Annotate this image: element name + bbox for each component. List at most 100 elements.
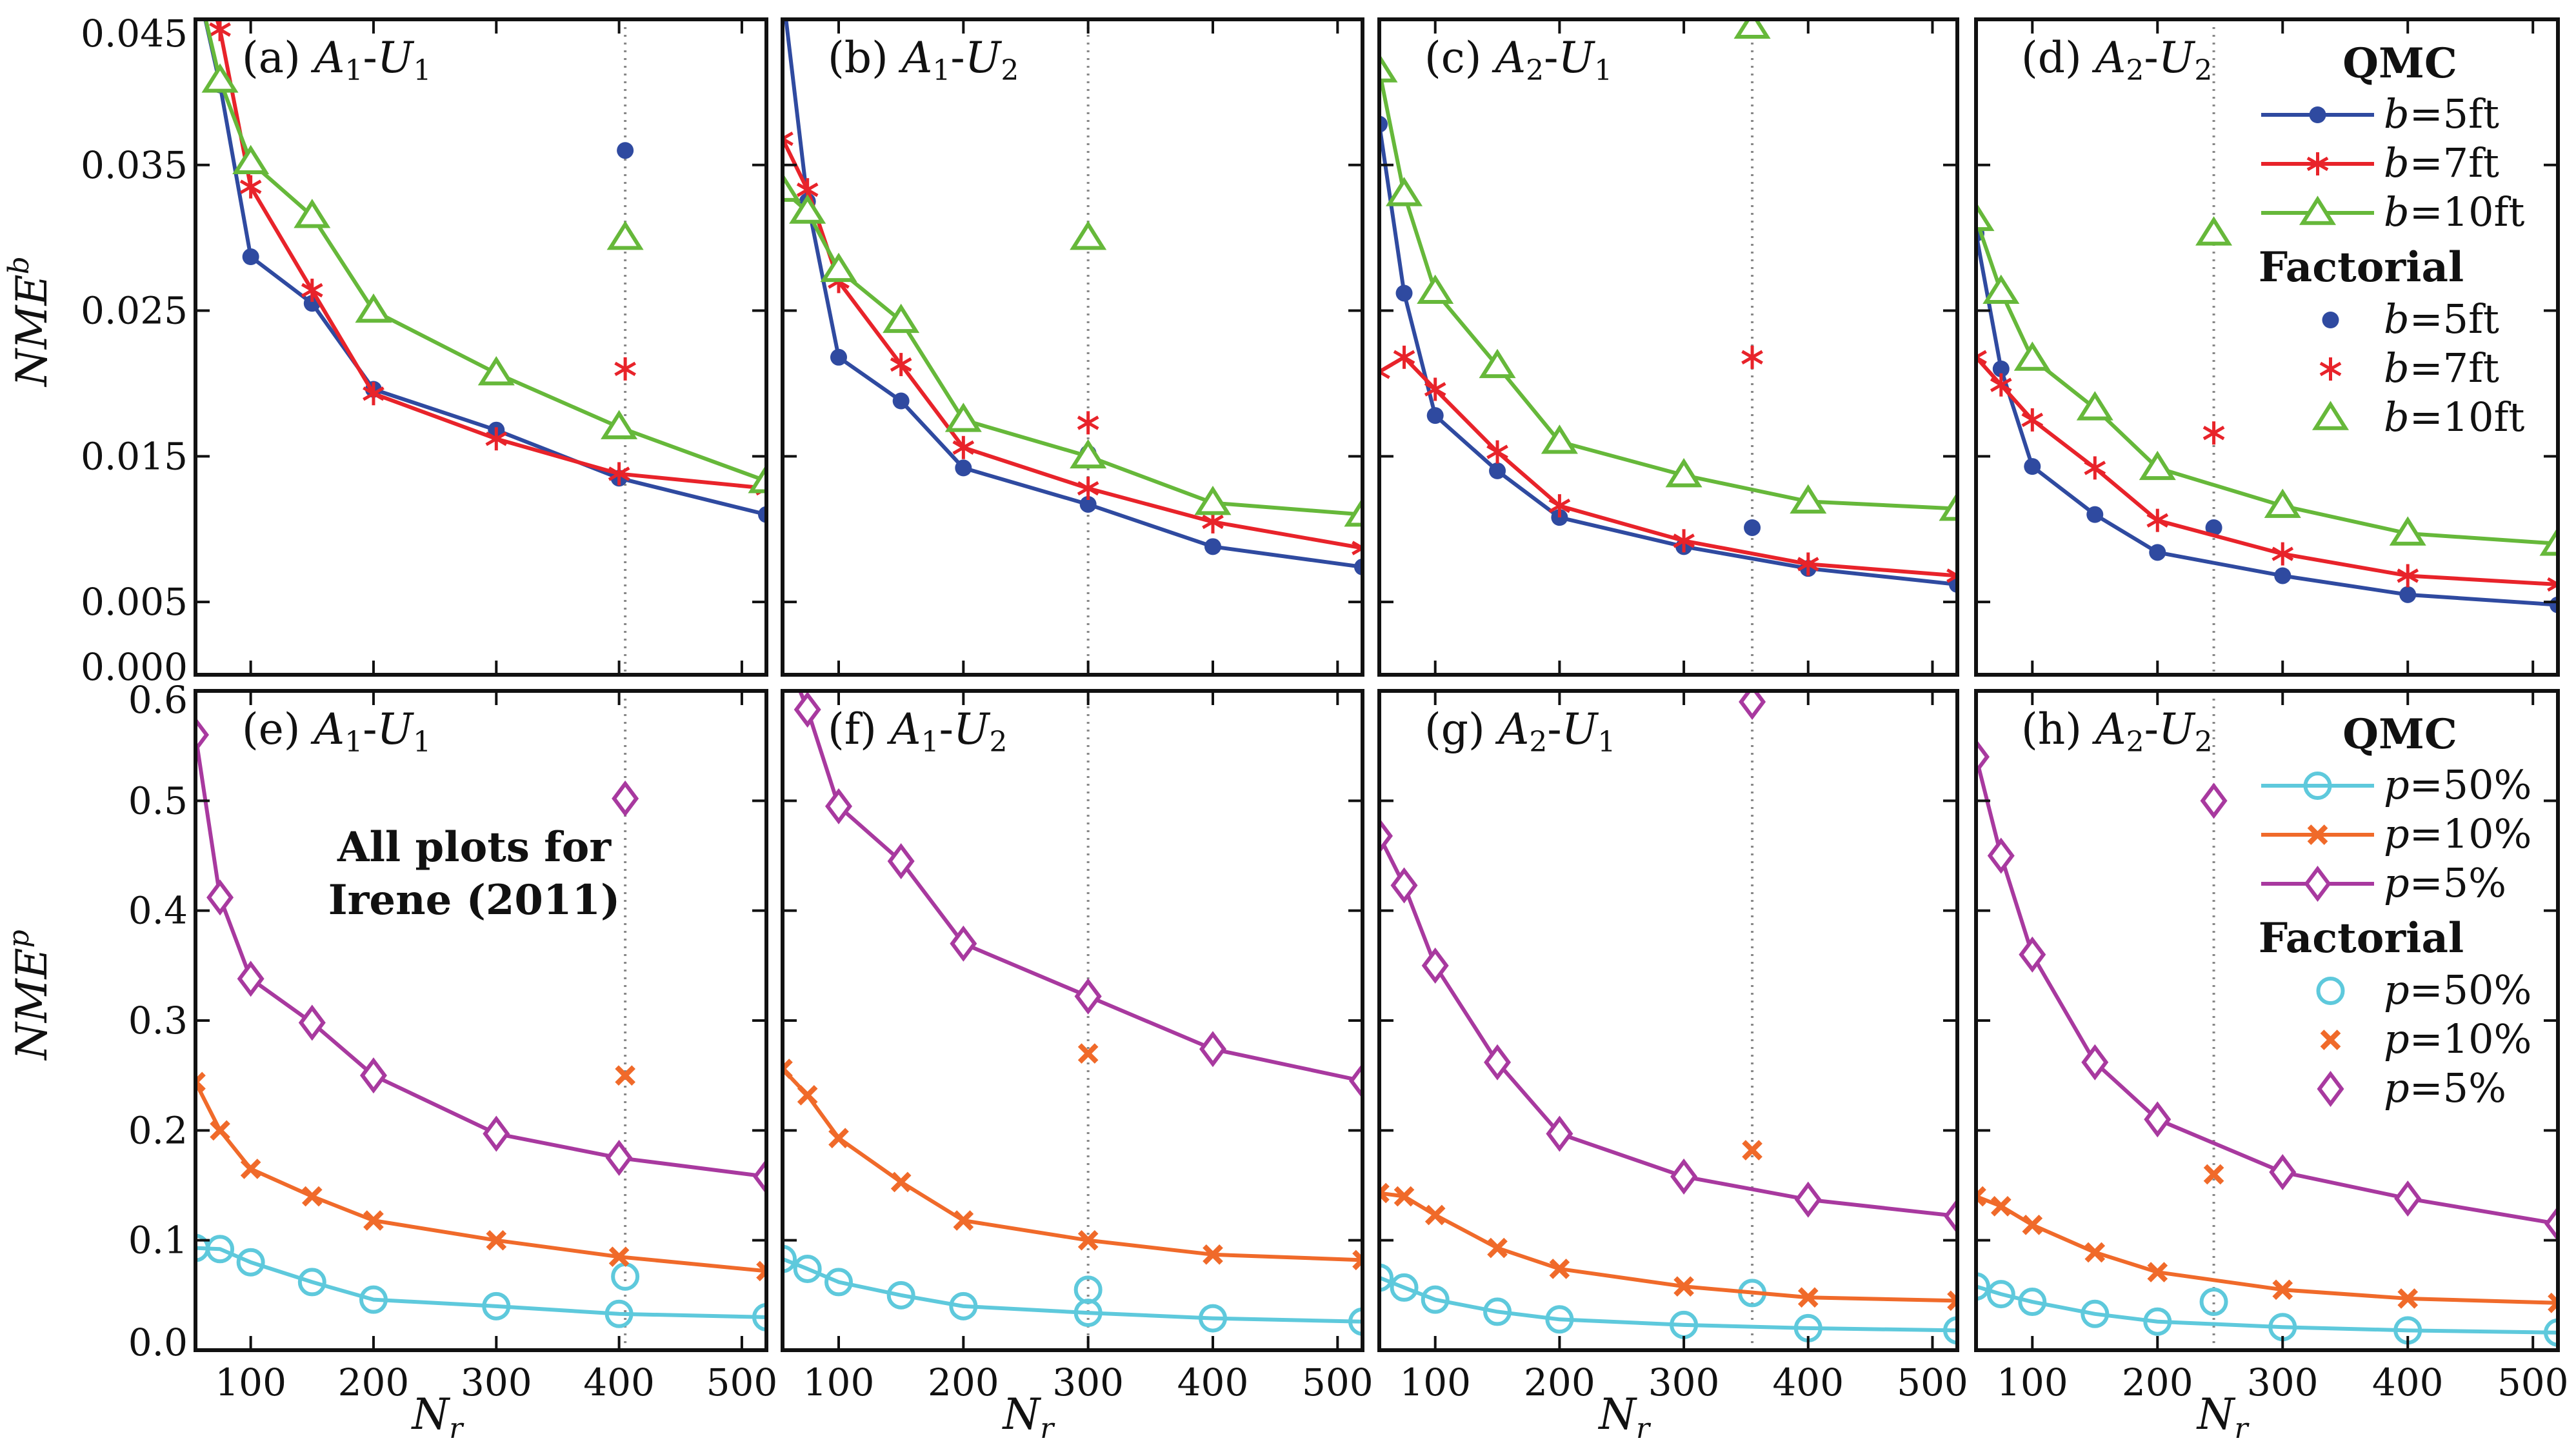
point-b5 <box>2024 458 2041 475</box>
legend-factorial-marker-b5 <box>2322 312 2339 328</box>
point-p10 <box>1379 1182 1390 1204</box>
point-p10 <box>1947 1290 1957 1311</box>
point-b5 <box>892 392 910 410</box>
point-p5 <box>2081 1044 2109 1081</box>
point-b7 <box>1946 564 1957 588</box>
panel-f: 100 200 300 400 500 (f) A1-U2 Nr <box>781 689 1373 1445</box>
figure-note-line: All plots for <box>337 823 612 872</box>
legend-factorial-label-p50: p=50% <box>2384 966 2531 1013</box>
point-p50 <box>1976 1272 1990 1301</box>
point-b10 <box>789 194 826 224</box>
x-tick-label: 100 <box>1399 1360 1471 1404</box>
point-p50 <box>949 1291 978 1320</box>
factorial-point-p5 <box>1074 978 1102 1015</box>
series-line-p5 <box>797 691 1363 1083</box>
point-p50 <box>2544 1318 2558 1347</box>
point-p50 <box>1379 1263 1393 1292</box>
point-b7 <box>890 353 912 377</box>
legend-factorial-header: Factorial <box>2259 914 2464 962</box>
point-b10 <box>2076 391 2113 421</box>
x-tick-label: 500 <box>706 1360 778 1404</box>
point-p5 <box>1546 1115 1573 1152</box>
point-p50 <box>1199 1304 1227 1333</box>
panel-c: (c) A2-U1 <box>1377 17 1959 677</box>
panel-a: 0.000 0.005 0.015 0.025 0.035 0.045 (a) A1-U1 N… <box>3 12 768 689</box>
point-p10 <box>1549 1259 1570 1279</box>
legend-label-p50: p=50% <box>2384 761 2531 808</box>
legend-factorial-header: Factorial <box>2259 243 2464 292</box>
point-b10 <box>944 403 982 432</box>
series-line-b10 <box>203 19 766 483</box>
point-b7 <box>1990 373 2012 397</box>
panel-frame <box>781 17 1364 677</box>
factorial-point-p10 <box>2203 1164 2224 1185</box>
point-p5 <box>237 961 265 997</box>
point-b5 <box>1079 495 1097 513</box>
point-p10 <box>890 1171 912 1193</box>
point-b10 <box>2264 488 2301 518</box>
point-p5 <box>2269 1154 2297 1191</box>
series-line-p10 <box>195 1081 766 1273</box>
point-p5 <box>887 843 915 880</box>
point-b5 <box>2274 567 2291 584</box>
series-line-p5 <box>195 734 766 1179</box>
y-tick-label: 0.045 <box>81 12 188 55</box>
point-p50 <box>824 1268 853 1297</box>
point-p5 <box>1794 1181 1822 1218</box>
panel-frame <box>1377 689 1959 1352</box>
y-axis-label: NMEp <box>3 930 57 1061</box>
point-b7 <box>2021 408 2044 432</box>
point-b7 <box>2146 508 2169 532</box>
legend-factorial-marker-b10 <box>2311 401 2350 430</box>
legend-label-b5: b=5ft <box>2384 90 2499 137</box>
point-b7 <box>2271 542 2294 566</box>
plot-area <box>783 691 1363 1336</box>
point-p10 <box>1077 1230 1099 1251</box>
panel-label: (h) A2-U2 <box>2021 704 2213 759</box>
x-axis-label: Nr <box>2196 1390 2250 1442</box>
x-tick-label: 500 <box>2497 1360 2569 1404</box>
point-b7 <box>301 278 323 302</box>
point-b7 <box>1486 440 1508 464</box>
legend-top: QMCb=5ftb=7ftb=10ftFactorialb=5ftb=7ftb=… <box>2259 39 2525 441</box>
legend-factorial-label-b10: b=10ft <box>2384 394 2524 441</box>
point-p10 <box>783 1059 793 1079</box>
panel-frame <box>1377 17 1959 677</box>
point-b5 <box>2086 506 2104 523</box>
point-p50 <box>1348 1307 1363 1336</box>
plot-area <box>201 19 766 523</box>
point-p50 <box>297 1268 326 1297</box>
point-p5 <box>825 788 852 824</box>
point-p10 <box>2548 1292 2558 1313</box>
plot-area <box>1976 739 2558 1347</box>
factorial-point-p10 <box>1742 1140 1762 1161</box>
x-tick-label: 400 <box>1772 1360 1844 1404</box>
point-b7 <box>485 427 508 451</box>
factorial-point-p10 <box>615 1065 635 1086</box>
point-b10 <box>355 293 392 323</box>
legend-qmc-header: QMC <box>2342 710 2457 759</box>
x-tick-label: 100 <box>1997 1360 2068 1404</box>
point-p10 <box>1673 1276 1694 1297</box>
series-line-b5 <box>1379 124 1957 587</box>
series-line-b5 <box>1976 233 2558 607</box>
panel-g: 100 200 300 400 500 (g) A2-U1 Nr <box>1377 689 1968 1445</box>
point-b7 <box>2084 456 2106 480</box>
point-b7 <box>1379 360 1390 384</box>
point-b10 <box>748 464 766 493</box>
point-b5 <box>955 459 972 477</box>
point-p10 <box>1203 1244 1223 1265</box>
x-tick-label: 300 <box>1648 1360 1720 1404</box>
x-tick-label: 100 <box>803 1360 875 1404</box>
point-b5 <box>1204 538 1221 555</box>
factorial-point-p5 <box>612 780 639 817</box>
point-b10 <box>2389 516 2426 546</box>
point-b10 <box>783 172 801 202</box>
y-tick-label: 0.000 <box>81 645 188 689</box>
panel-b: (b) A1-U2 <box>781 17 1364 677</box>
point-p10 <box>1352 1250 1363 1271</box>
point-p10 <box>1487 1237 1508 1259</box>
point-p5 <box>1379 817 1393 854</box>
point-b10 <box>1790 484 1827 514</box>
